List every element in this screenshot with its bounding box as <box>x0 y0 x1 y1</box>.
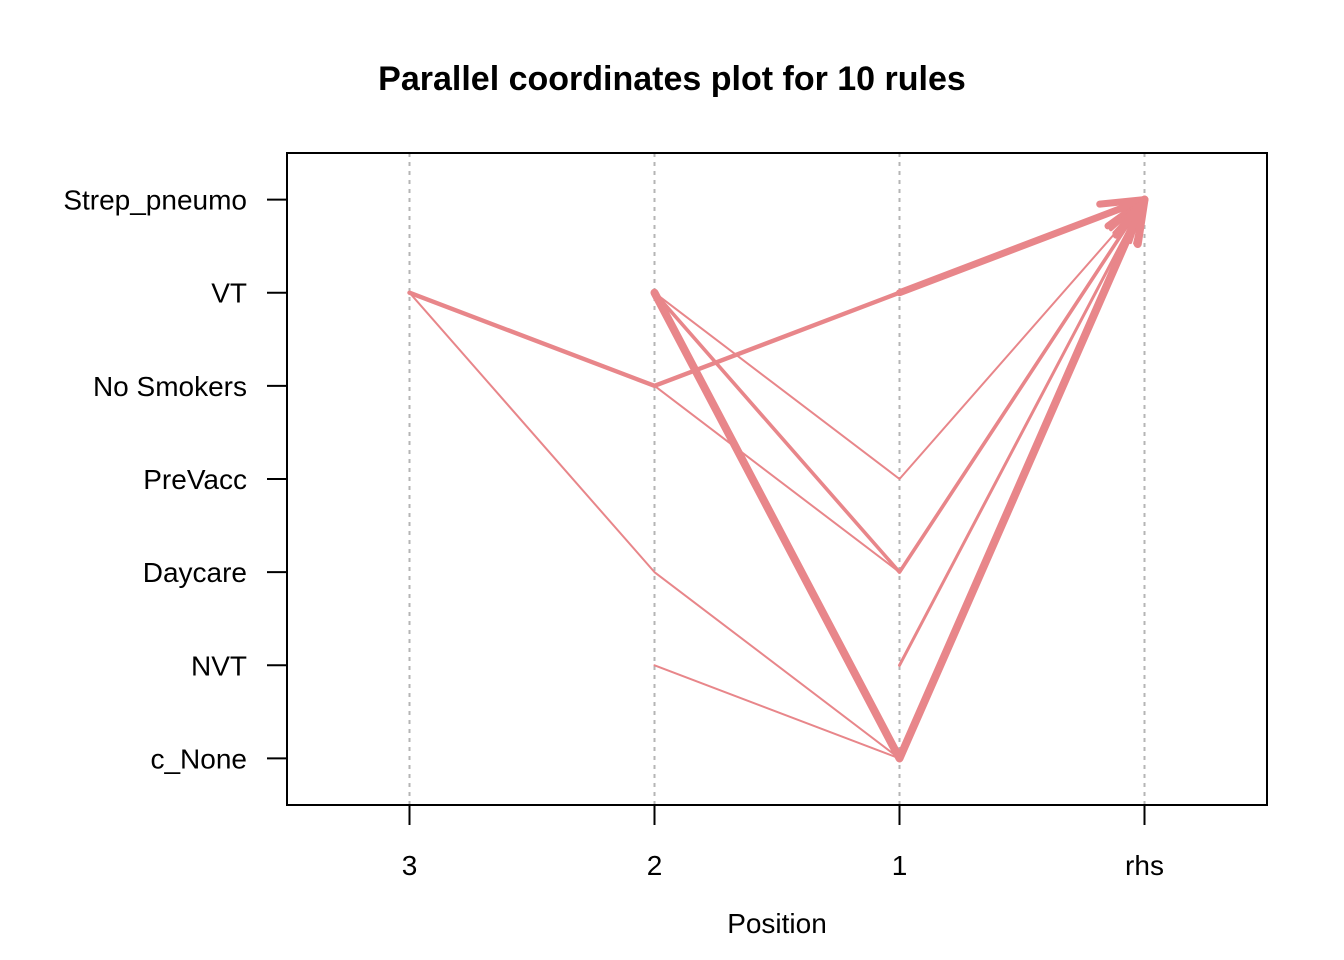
y-tick-label: Daycare <box>143 557 247 588</box>
y-tick-label: c_None <box>150 743 247 774</box>
y-tick-label: Strep_pneumo <box>63 185 247 216</box>
x-tick-label: 1 <box>892 850 908 881</box>
rule-arrowhead-10 <box>1113 196 1148 248</box>
x-tick-label: 3 <box>402 850 418 881</box>
chart-title: Parallel coordinates plot for 10 rules <box>378 60 966 98</box>
x-tick-label: rhs <box>1125 850 1164 881</box>
y-tick-label: PreVacc <box>143 464 247 495</box>
x-axis-title: Position <box>727 908 827 939</box>
rule-lines <box>407 195 1149 763</box>
rule-line-6 <box>898 198 1146 667</box>
x-axis: 3 2 1 rhs <box>402 805 1164 881</box>
x-tick-label: 2 <box>647 850 663 881</box>
y-tick-label: NVT <box>191 650 247 681</box>
rule-line-2 <box>407 197 1147 389</box>
y-tick-label: VT <box>211 278 247 309</box>
rule-line-3 <box>653 198 1146 480</box>
y-tick-label: No Smokers <box>93 371 247 402</box>
y-axis: Strep_pneumo VT No Smokers PreVacc Daycare NV… <box>63 185 287 774</box>
rule-line-10 <box>651 196 1148 762</box>
